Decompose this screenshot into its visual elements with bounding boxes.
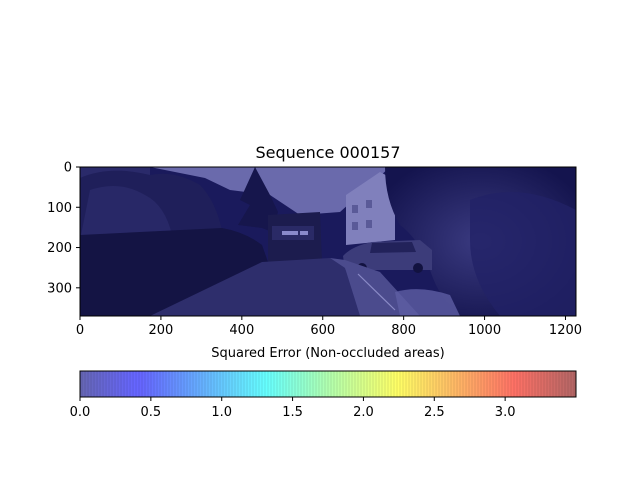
colorbar-tick-label: 2.0 — [353, 405, 374, 420]
x-tick-label: 1000 — [468, 323, 501, 338]
x-axis: 0 200 400 600 800 1000 1200 — [76, 316, 582, 338]
x-tick-label: 600 — [310, 323, 335, 338]
x-axis-label: Squared Error (Non-occluded areas) — [211, 346, 444, 361]
chart-title: Sequence 000157 — [255, 143, 400, 162]
y-axis: 0 100 200 300 — [47, 161, 80, 296]
x-tick-label: 800 — [391, 323, 416, 338]
x-tick-label: 200 — [148, 323, 173, 338]
x-tick-label: 400 — [229, 323, 254, 338]
colorbar-tick-label: 1.5 — [282, 405, 303, 420]
x-tick-label: 1200 — [549, 323, 582, 338]
y-tick-label: 300 — [47, 281, 72, 296]
colorbar-tick-label: 1.0 — [211, 405, 232, 420]
y-tick-label: 0 — [64, 161, 72, 176]
plot-area-frame — [79, 166, 577, 317]
colorbar-axis: 0.0 0.5 1.0 1.5 2.0 2.5 3.0 — [70, 397, 516, 420]
colorbar-tick-label: 0.5 — [141, 405, 162, 420]
y-tick-label: 200 — [47, 241, 72, 256]
colorbar-tick-label: 2.5 — [424, 405, 445, 420]
colorbar-tick-label: 0.0 — [70, 405, 91, 420]
colorbar-tick-label: 3.0 — [495, 405, 516, 420]
y-tick-label: 100 — [47, 201, 72, 216]
colorbar-frame — [79, 370, 577, 398]
colorbar-stripes — [81, 371, 575, 397]
heatmap-image — [80, 167, 576, 316]
colorbar — [80, 371, 576, 397]
x-tick-label: 0 — [76, 323, 84, 338]
